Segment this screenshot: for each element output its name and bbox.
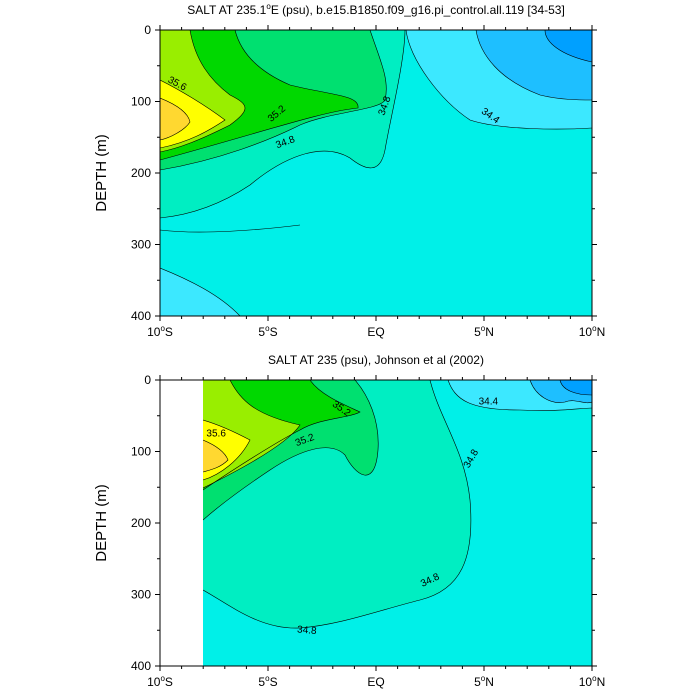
y-tick-label: 200 xyxy=(131,516,151,530)
y-tick-label: 0 xyxy=(144,373,151,387)
x-tick-label: 10oS xyxy=(147,324,173,339)
panel-2-fill: 35.235.6 35.234.434.834.834.8 xyxy=(203,380,592,666)
p1-band-34.4-deep xyxy=(160,268,240,316)
panel-1-fill: 35.635.234.834.8 34.4 xyxy=(160,30,592,316)
panel-2-ylabel: DEPTH (m) xyxy=(93,484,110,562)
x-tick-label: 10oN xyxy=(579,674,605,689)
y-tick-label: 400 xyxy=(131,659,151,673)
x-tick-label: 5oS xyxy=(258,324,277,339)
contour-label: 34.8 xyxy=(297,624,318,637)
y-tick-label: 0 xyxy=(144,23,151,37)
panel-2: SALT AT 235 (psu), Johnson et al (2002) xyxy=(93,353,605,689)
panel-1: SALT AT 235.1oE (psu), b.e15.B1850.f09_g… xyxy=(93,2,605,339)
x-tick-label: 5oN xyxy=(474,674,494,689)
y-tick-label: 400 xyxy=(131,309,151,323)
y-tick-label: 200 xyxy=(131,166,151,180)
panel-2-title: SALT AT 235 (psu), Johnson et al (2002) xyxy=(268,353,484,367)
contour-label: 35.6 xyxy=(206,429,226,440)
p1-contour-lines xyxy=(160,30,592,316)
x-tick-label: 5oN xyxy=(474,324,494,339)
y-tick-label: 300 xyxy=(131,238,151,252)
x-tick-label: EQ xyxy=(367,675,384,689)
y-tick-label: 100 xyxy=(131,95,151,109)
x-tick-label: EQ xyxy=(367,325,384,339)
p2-contour-lines xyxy=(203,380,592,629)
p2-band-35.8 xyxy=(203,440,228,472)
y-tick-label: 300 xyxy=(131,588,151,602)
y-tick-label: 100 xyxy=(131,445,151,459)
x-tick-label: 5oS xyxy=(258,674,277,689)
panel-1-title: SALT AT 235.1oE (psu), b.e15.B1850.f09_g… xyxy=(187,2,565,17)
x-tick-label: 10oN xyxy=(579,324,605,339)
p2-band-34.0 xyxy=(560,380,592,395)
x-tick-label: 10oS xyxy=(147,674,173,689)
contour-label: 34.4 xyxy=(479,396,499,407)
panel-1-ylabel: DEPTH (m) xyxy=(93,134,110,212)
p1-band-34.0 xyxy=(545,30,592,62)
